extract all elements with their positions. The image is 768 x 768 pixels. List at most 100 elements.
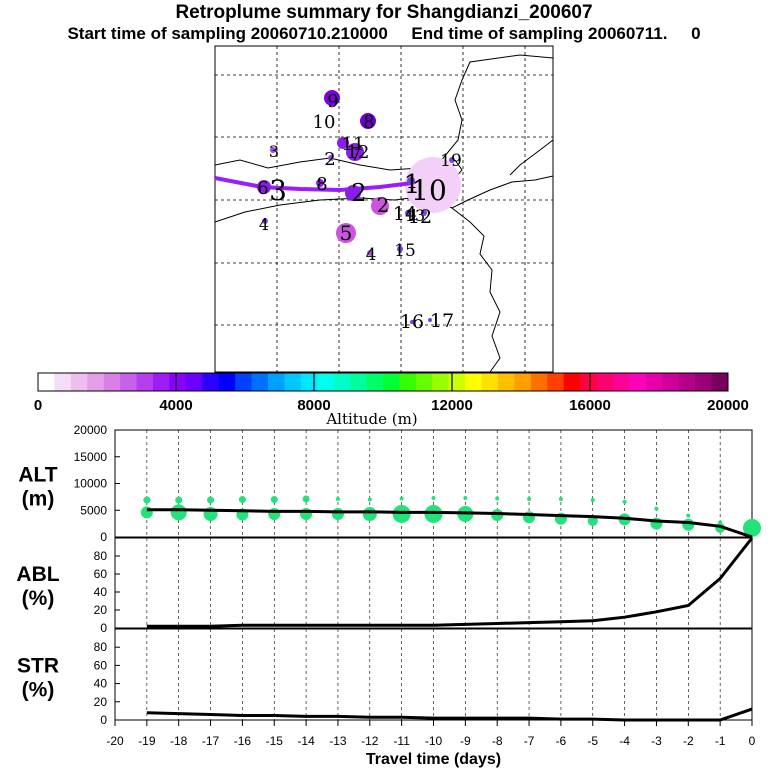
plume-label: 17 (430, 310, 454, 332)
colorbar-cell (580, 373, 598, 391)
altitude-upper-mark (270, 496, 278, 504)
colorbar-cell (38, 373, 55, 391)
altitude-mark (587, 515, 598, 526)
plume-dot (367, 250, 373, 256)
colorbar: 0 4000 8000 12000 16000 20000 Altitude (m) (34, 372, 749, 428)
plume-dot (407, 177, 415, 185)
altitude-upper-mark (654, 506, 659, 511)
x-tick-label: -17 (202, 734, 220, 748)
plume-dot (316, 179, 324, 187)
colorbar-cell (70, 373, 88, 391)
colorbar-cell (514, 373, 532, 391)
plume-dot (324, 90, 340, 106)
colorbar-cell (432, 373, 450, 391)
y-tick-label: 20000 (74, 423, 108, 437)
plume-label: 3 (269, 174, 287, 207)
x-tick-label: -7 (524, 734, 535, 748)
x-tick-label: -20 (106, 734, 124, 748)
plume-label: 6 (257, 178, 268, 199)
y-tick-label: 60 (94, 567, 108, 581)
colorbar-cell (530, 373, 548, 391)
source-footprint (405, 157, 461, 213)
colorbar-cell (333, 373, 351, 391)
alt-panel: 20000 15000 10000 5000 0 ALT(m) (18, 423, 761, 544)
colorbar-cell (103, 373, 121, 391)
plume-label: 12 (347, 142, 370, 163)
colorbar-cell (185, 373, 203, 391)
str-series-line (146, 707, 753, 722)
altitude-upper-mark (238, 496, 246, 504)
plume-dot (328, 155, 334, 161)
colorbar-frame (37, 372, 729, 392)
plume-label: 10 (313, 112, 336, 133)
y-tick-label: 15000 (74, 450, 108, 464)
plume-dot (345, 185, 361, 201)
colorbar-cell (366, 373, 384, 391)
plume-label: 15 (394, 241, 416, 261)
altitude-upper-mark (622, 499, 627, 504)
y-tick-label: 40 (94, 677, 108, 691)
y-tick-label: 40 (94, 585, 108, 599)
altitude-mark (140, 506, 153, 519)
colorbar-cell (415, 373, 433, 391)
altitude-upper-mark (207, 496, 215, 504)
x-tick-label: -9 (460, 734, 471, 748)
x-tick-label: -13 (329, 734, 347, 748)
altitude-mark (743, 518, 761, 537)
x-tick-label: -1 (715, 734, 726, 748)
colorbar-tick-label: 16000 (569, 397, 611, 414)
altitude-upper-mark (495, 496, 500, 501)
altitude-mark (170, 504, 187, 521)
colorbar-cell (317, 373, 335, 391)
plume-dot (410, 320, 414, 324)
y-tick-label: 60 (94, 658, 108, 672)
plume-dot (270, 147, 276, 153)
colorbar-cell (87, 373, 105, 391)
altitude-mark (362, 506, 377, 521)
sampling-period: Start time of sampling 20060710.210000 E… (67, 24, 701, 43)
altitude-upper-mark (399, 496, 404, 501)
colorbar-cell (563, 373, 581, 391)
str-axis-unit: (%) (22, 679, 55, 702)
colorbar-cell (120, 373, 138, 391)
y-tick-label: 80 (94, 640, 108, 654)
x-tick-label: -4 (619, 734, 630, 748)
altitude-mark (300, 507, 313, 520)
altitude-mark (424, 504, 443, 523)
colorbar-title: Altitude (m) (325, 410, 417, 428)
x-tick-label: -5 (587, 734, 598, 748)
colorbar-tick-label: 12000 (431, 397, 473, 414)
altitude-upper-mark (527, 497, 532, 502)
x-tick-label: -12 (361, 734, 379, 748)
plume-dot (421, 210, 427, 216)
colorbar-cell (202, 373, 220, 391)
x-tick-label: -16 (234, 734, 252, 748)
colorbar-cell (251, 373, 269, 391)
plume-label: 2 (351, 179, 366, 207)
altitude-upper-mark (175, 496, 183, 504)
colorbar-cell (383, 373, 400, 391)
plume-label: 12 (408, 206, 432, 228)
plume-label: 3 (269, 142, 279, 161)
colorbar-cell (54, 373, 72, 391)
x-tick-label: -8 (492, 734, 503, 748)
plume-label: 13 (405, 206, 425, 225)
colorbar-cell (481, 373, 499, 391)
time-series-panels: 20000150001000050000ALT(m)806040200ABL(%… (16, 423, 761, 768)
colorbar-cell (613, 373, 630, 391)
colorbar-ticks: 0 4000 8000 12000 16000 20000 (34, 373, 749, 414)
colorbar-tick-label: 4000 (159, 397, 192, 414)
colorbar-cell (448, 373, 466, 391)
altitude-upper-mark (463, 495, 468, 500)
abl-axis-unit: (%) (22, 587, 55, 610)
colorbar-cell (596, 373, 614, 391)
plume-dot (346, 143, 364, 161)
colorbar-cell (136, 373, 154, 391)
alt-axis-title: ALT (18, 464, 57, 487)
colorbar-cell (629, 373, 647, 391)
abl-axis-title: ABL (16, 563, 59, 586)
altitude-mark (331, 507, 344, 520)
altitude-upper-mark (718, 520, 723, 525)
